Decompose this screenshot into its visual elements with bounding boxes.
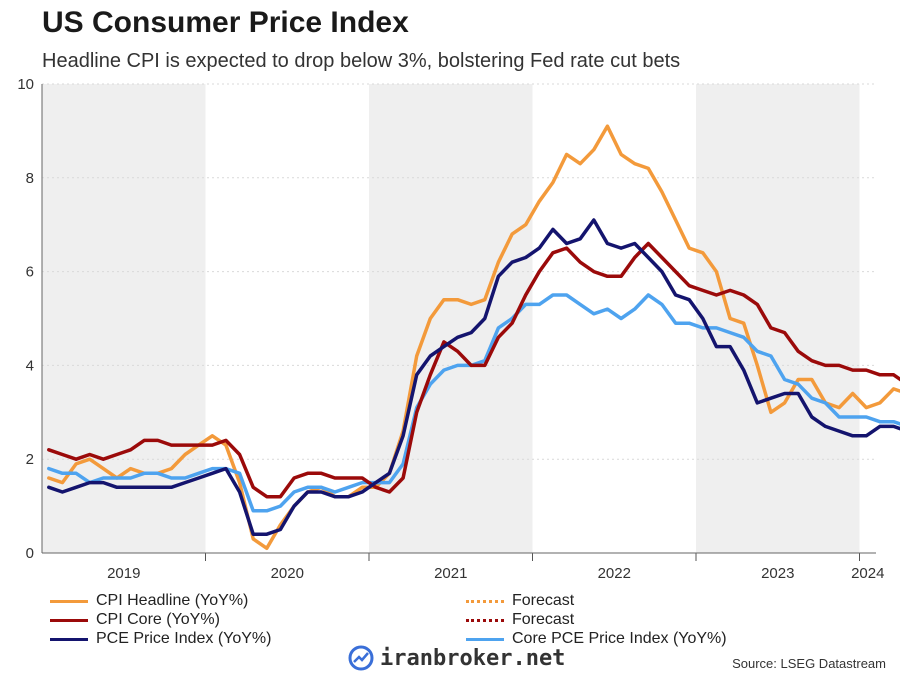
legend-label: CPI Headline (YoY%) xyxy=(96,592,249,609)
x-tick-label: 2024 xyxy=(851,565,884,582)
legend-label: Core PCE Price Index (YoY%) xyxy=(512,630,727,647)
legend-cpi-core-forecast: Forecast xyxy=(466,611,574,629)
y-tick-label: 2 xyxy=(26,451,34,468)
page-title: US Consumer Price Index xyxy=(42,6,409,39)
legend-label: Forecast xyxy=(512,611,575,628)
legend-cpi-headline: CPI Headline (YoY%) xyxy=(50,592,248,610)
legend-swatch-icon xyxy=(50,599,88,603)
legend-swatch-icon xyxy=(466,637,504,641)
legend-core-pce: Core PCE Price Index (YoY%) xyxy=(466,630,727,648)
legend-cpi-core: CPI Core (YoY%) xyxy=(50,611,220,629)
y-tick-label: 4 xyxy=(26,357,34,374)
legend-pce: PCE Price Index (YoY%) xyxy=(50,630,271,648)
legend-swatch-icon xyxy=(466,599,504,603)
legend-swatch-icon xyxy=(50,618,88,622)
legend-label: PCE Price Index (YoY%) xyxy=(96,630,272,647)
x-tick-label: 2021 xyxy=(434,565,467,582)
source-note: Source: LSEG Datastream xyxy=(732,656,886,671)
legend-label: Forecast xyxy=(512,592,575,609)
brand-logo: iranbroker.net xyxy=(348,645,565,671)
y-tick-label: 8 xyxy=(26,170,34,187)
series-line-pce xyxy=(47,218,900,536)
x-tick-label: 2022 xyxy=(598,565,631,582)
x-tick-label: 2019 xyxy=(107,565,140,582)
y-tick-label: 6 xyxy=(26,264,34,281)
brand-logo-icon xyxy=(348,645,374,671)
y-tick-label: 10 xyxy=(17,76,34,93)
legend-label: CPI Core (YoY%) xyxy=(96,611,220,628)
x-tick-label: 2020 xyxy=(271,565,304,582)
legend-swatch-icon xyxy=(50,637,88,641)
x-tick-label: 2023 xyxy=(761,565,794,582)
page-subtitle: Headline CPI is expected to drop below 3… xyxy=(42,50,681,72)
legend-swatch-icon xyxy=(466,618,504,622)
year-band-shade xyxy=(369,84,533,553)
legend-cpi-headline-forecast: Forecast xyxy=(466,592,574,610)
brand-text: iranbroker.net xyxy=(380,645,566,671)
year-band-shade xyxy=(696,84,860,553)
y-tick-label: 0 xyxy=(26,545,34,562)
series-line-cpi-core xyxy=(47,241,900,499)
series-line-core-pce xyxy=(47,293,900,513)
